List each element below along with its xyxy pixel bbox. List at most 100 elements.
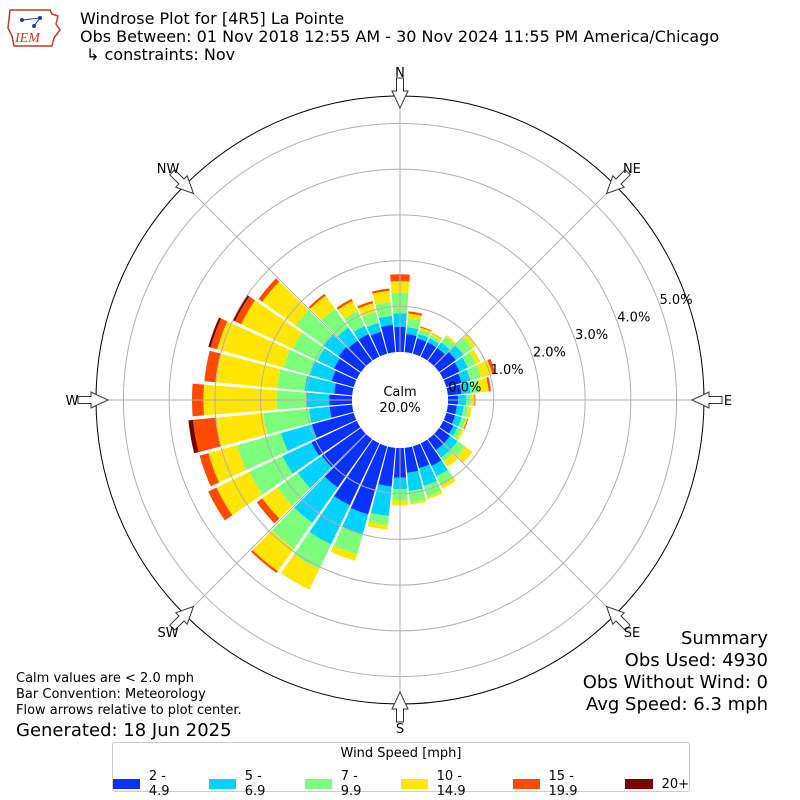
legend-label-1: 5 - 6.9 bbox=[244, 769, 266, 799]
bar-330-bin-4 bbox=[336, 298, 353, 310]
bar-130-bin-1 bbox=[444, 435, 458, 450]
bar-250-bin-0 bbox=[311, 412, 357, 438]
calm-label: Calm bbox=[383, 385, 416, 400]
bar-230-bin-3 bbox=[262, 487, 293, 519]
bar-350-bin-4 bbox=[371, 288, 390, 294]
grid-spoke-225 bbox=[184, 399, 401, 616]
bar-30-bin-2 bbox=[429, 335, 441, 344]
bar-210-bin-3 bbox=[280, 554, 320, 590]
legend-label-0: 2 - 4.9 bbox=[148, 769, 170, 799]
obs-between: Obs Between: 01 Nov 2018 12:55 AM - 30 N… bbox=[80, 27, 720, 46]
grid-spoke-315 bbox=[184, 184, 401, 401]
legend-swatch-5 bbox=[624, 779, 653, 789]
bar-20-bin-0 bbox=[412, 338, 427, 357]
bar-110-bin-4 bbox=[463, 418, 469, 430]
bar-10-bin-1 bbox=[406, 327, 419, 336]
bar-130-bin-2 bbox=[450, 441, 466, 457]
bar-50-bin-3 bbox=[463, 334, 477, 349]
bar-220-bin-2 bbox=[271, 507, 313, 549]
compass-label-W: W bbox=[66, 394, 79, 409]
bar-310-bin-0 bbox=[338, 347, 366, 373]
bar-250-bin-3 bbox=[208, 445, 247, 483]
bar-100-bin-0 bbox=[446, 404, 457, 415]
bar-170-bin-0 bbox=[404, 446, 419, 473]
bar-340-bin-1 bbox=[366, 322, 382, 336]
flow-arrow-S bbox=[391, 690, 409, 723]
legend: Wind Speed [mph] 2 - 4.9 5 - 6.9 7 - 9.9 10… bbox=[112, 742, 690, 799]
bar-120-bin-3 bbox=[456, 429, 464, 441]
bar-210-bin-2 bbox=[293, 531, 332, 570]
bar-150-bin-2 bbox=[436, 469, 454, 485]
bar-60-bin-2 bbox=[462, 352, 477, 368]
bar-340-bin-3 bbox=[358, 303, 376, 317]
bar-20-bin-4 bbox=[420, 326, 432, 332]
legend-swatch-4 bbox=[512, 779, 540, 789]
radial-tick-label-1: 1.0% bbox=[491, 363, 524, 378]
bar-120-bin-0 bbox=[439, 420, 454, 434]
bar-220-bin-0 bbox=[324, 434, 373, 488]
calm-circle bbox=[352, 352, 448, 448]
bar-330-bin-0 bbox=[358, 333, 380, 361]
flow-arrow-NW bbox=[169, 169, 195, 195]
bar-230-bin-1 bbox=[297, 455, 332, 489]
bar-350-bin-0 bbox=[381, 324, 396, 354]
bar-40-bin-2 bbox=[441, 336, 455, 350]
bar-290-bin-1 bbox=[309, 361, 336, 382]
bar-260-bin-1 bbox=[308, 406, 332, 423]
bar-310-bin-1 bbox=[323, 334, 347, 357]
radial-tick-label-0: 0.0% bbox=[448, 381, 481, 396]
bar-40-bin-1 bbox=[437, 342, 450, 355]
flow-arrow-N bbox=[391, 77, 409, 110]
constraints-text: ↳ constraints: Nov bbox=[86, 45, 236, 64]
bar-200-bin-0 bbox=[350, 443, 388, 515]
legend-swatch-0 bbox=[113, 779, 140, 789]
bar-310-bin-4 bbox=[258, 278, 280, 302]
radial-tick-label-5: 5.0% bbox=[660, 293, 693, 308]
compass-label-E: E bbox=[724, 394, 732, 409]
bar-250-bin-4 bbox=[199, 453, 220, 487]
bar-170-bin-1 bbox=[407, 470, 423, 492]
windrose-bars bbox=[188, 274, 496, 590]
bar-280-bin-1 bbox=[304, 375, 336, 394]
bar-220-bin-3 bbox=[252, 530, 294, 572]
avg-speed: Avg Speed: 6.3 mph bbox=[586, 694, 768, 715]
legend-label-3: 10 - 14.9 bbox=[436, 769, 466, 799]
bar-80-bin-2 bbox=[468, 379, 480, 394]
bar-300-bin-1 bbox=[317, 348, 340, 369]
bar-50-bin-0 bbox=[434, 351, 456, 373]
bar-290-bin-0 bbox=[331, 370, 357, 388]
bar-320-bin-3 bbox=[310, 295, 335, 321]
bar-30-bin-3 bbox=[430, 333, 442, 341]
bar-70-bin-2 bbox=[466, 364, 482, 381]
bar-200-bin-2 bbox=[333, 526, 363, 555]
legend-label-4: 15 - 19.9 bbox=[548, 769, 578, 799]
bar-190-bin-3 bbox=[367, 521, 388, 530]
bar-10-bin-3 bbox=[407, 313, 422, 321]
bar-200-bin-1 bbox=[342, 508, 369, 535]
bar-230-bin-0 bbox=[321, 427, 366, 468]
legend-label-2: 7 - 9.9 bbox=[340, 769, 362, 799]
bar-220-bin-1 bbox=[294, 476, 338, 523]
radial-tick-label-4: 4.0% bbox=[617, 311, 650, 326]
compass-label-S: S bbox=[396, 722, 404, 737]
compass-label-NW: NW bbox=[157, 162, 180, 177]
bar-240-bin-1 bbox=[282, 442, 320, 474]
bar-300-bin-4 bbox=[234, 296, 255, 325]
bar-50-bin-2 bbox=[455, 337, 473, 355]
bar-280-bin-4 bbox=[204, 350, 221, 383]
bar-10-bin-4 bbox=[408, 311, 423, 316]
bar-350-bin-1 bbox=[378, 315, 393, 327]
bar-160-bin-1 bbox=[418, 464, 437, 486]
notes: Calm values are < 2.0 mph Bar Convention… bbox=[16, 671, 242, 719]
bar-110-bin-3 bbox=[462, 418, 468, 430]
chart-title: Windrose Plot for [4R5] La Pointe bbox=[80, 9, 345, 28]
bar-340-bin-2 bbox=[362, 311, 379, 328]
bar-100-bin-1 bbox=[455, 405, 464, 417]
bar-310-bin-3 bbox=[262, 281, 309, 326]
bar-120-bin-1 bbox=[448, 425, 458, 437]
bar-230-bin-4 bbox=[256, 498, 280, 524]
bar-110-bin-0 bbox=[443, 412, 456, 424]
bar-320-bin-1 bbox=[337, 327, 358, 348]
grid-spoke-45 bbox=[399, 184, 616, 401]
bar-280-bin-3 bbox=[215, 353, 281, 389]
